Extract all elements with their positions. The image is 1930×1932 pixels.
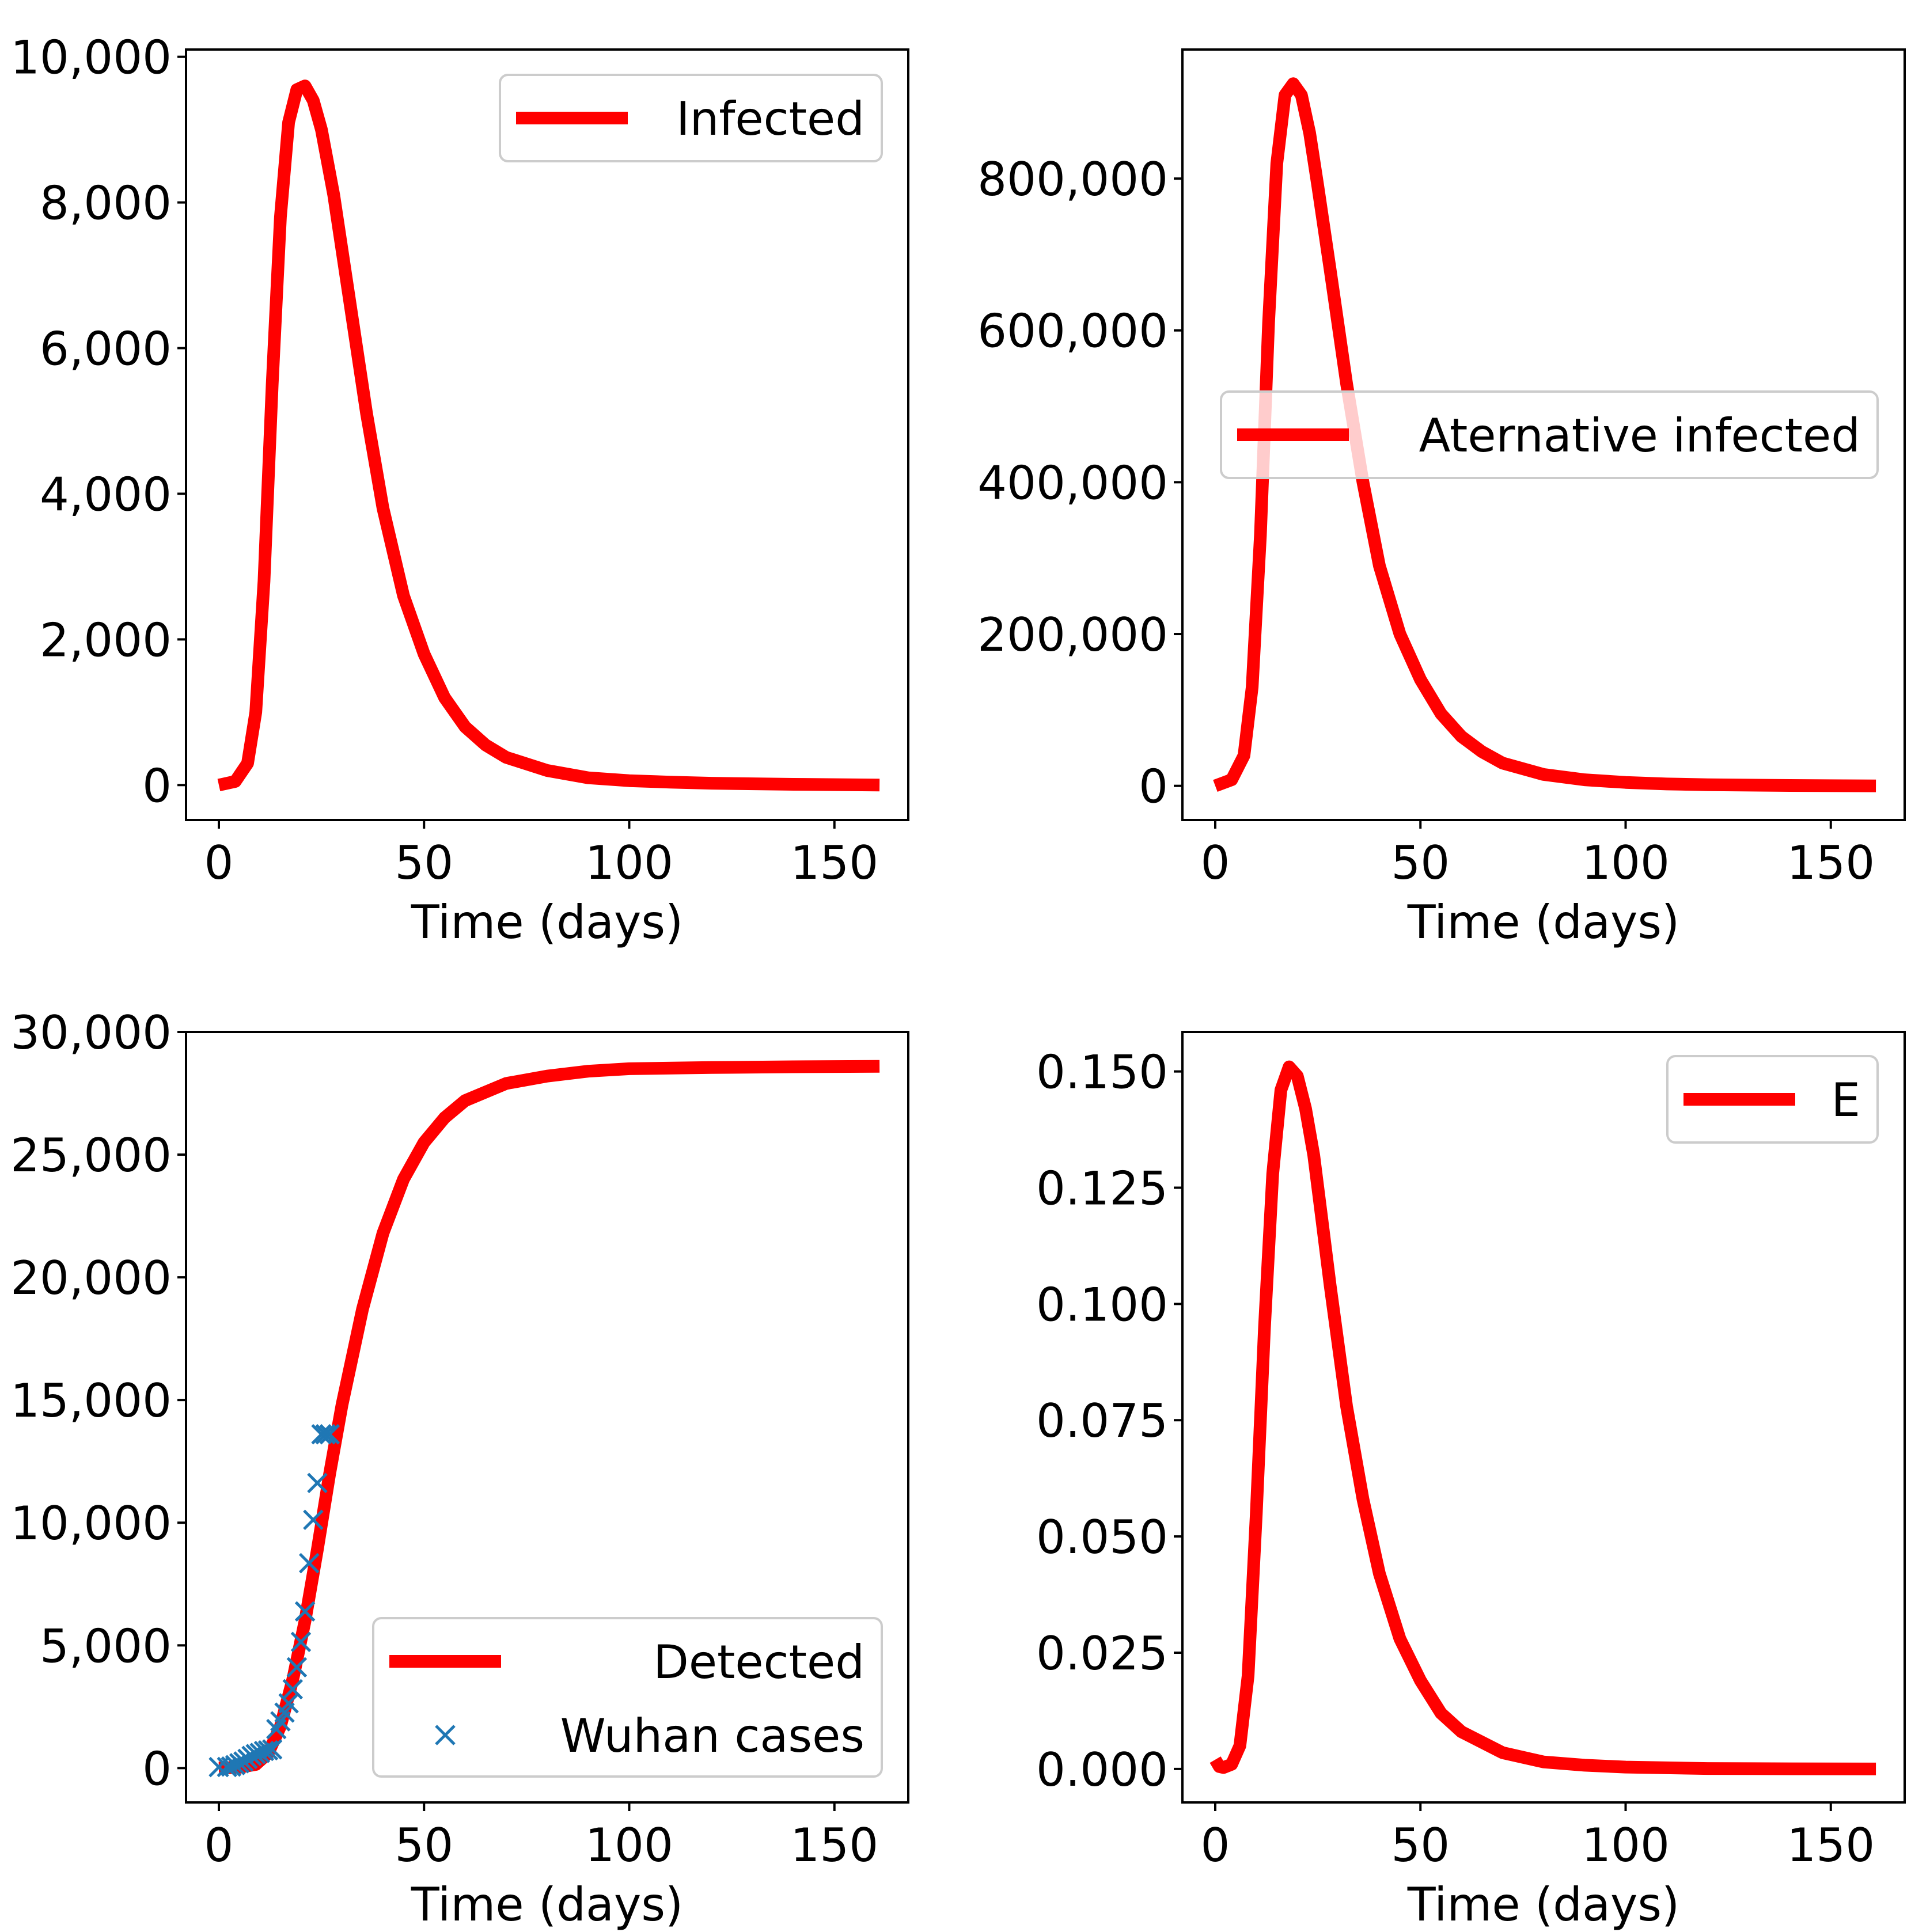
x-tick-label: 150 bbox=[1787, 1819, 1875, 1872]
data-point bbox=[282, 1679, 304, 1700]
x-tick-label: 100 bbox=[585, 836, 673, 890]
y-tick-label: 5,000 bbox=[40, 1619, 172, 1673]
x-tick-label: 0 bbox=[204, 1819, 234, 1872]
y-tick-label: 15,000 bbox=[10, 1374, 172, 1428]
data-point bbox=[298, 1553, 320, 1574]
legend-frame bbox=[499, 74, 883, 162]
data-point bbox=[261, 1739, 283, 1760]
y-tick-label: 0.000 bbox=[1036, 1743, 1168, 1797]
data-point bbox=[294, 1601, 316, 1622]
y-tick-label: 0.075 bbox=[1036, 1394, 1168, 1448]
data-point bbox=[315, 1424, 336, 1445]
x-tick-label: 0 bbox=[1201, 1819, 1230, 1872]
y-tick-label: 0 bbox=[1139, 760, 1168, 814]
x-tick-label: 100 bbox=[1582, 836, 1670, 890]
y-tick-label: 800,000 bbox=[977, 153, 1168, 206]
axes-frame bbox=[185, 48, 909, 821]
y-tick-label: 30,000 bbox=[10, 1006, 172, 1060]
subplot-1: 0 50 100 150 0 2,000 4,000 6,000 8,000 10,000 Time… bbox=[10, 31, 909, 949]
x-tick-label: 100 bbox=[585, 1819, 673, 1872]
y-tick-label: 10,000 bbox=[10, 1497, 172, 1550]
series-markers-2 bbox=[208, 1424, 340, 1778]
x-tick-label: 150 bbox=[790, 1819, 878, 1872]
y-tick-label: 0.050 bbox=[1036, 1510, 1168, 1564]
legend-label: Infected bbox=[676, 92, 864, 146]
legend-marker bbox=[435, 1725, 456, 1745]
x-axis-label: Time (days) bbox=[411, 895, 683, 949]
y-tick-label: 6,000 bbox=[40, 322, 172, 376]
x-tick-label: 150 bbox=[1787, 836, 1875, 890]
data-point bbox=[278, 1693, 299, 1714]
y-tick-label: 0 bbox=[142, 759, 172, 813]
y-tick-label: 4,000 bbox=[40, 468, 172, 521]
y-tick-label: 400,000 bbox=[977, 456, 1168, 510]
data-point bbox=[311, 1424, 332, 1445]
x-axis-label: Time (days) bbox=[1407, 895, 1679, 949]
legend-label: E bbox=[1831, 1073, 1860, 1127]
y-tick-label: 200,000 bbox=[977, 608, 1168, 662]
x-tick-label: 0 bbox=[1201, 836, 1230, 890]
axes-frame bbox=[185, 1031, 909, 1804]
x-axis-label: Time (days) bbox=[411, 1878, 683, 1931]
x-tick-label: 50 bbox=[1391, 1819, 1450, 1872]
legend: E bbox=[1666, 1055, 1879, 1144]
x-tick-label: 150 bbox=[790, 836, 878, 890]
data-point bbox=[257, 1740, 279, 1761]
x-tick-label: 100 bbox=[1582, 1819, 1670, 1872]
series-line-1 bbox=[1209, 1060, 1876, 1775]
axes-frame bbox=[1181, 48, 1906, 821]
y-tick-label: 600,000 bbox=[977, 305, 1168, 358]
data-point bbox=[319, 1424, 340, 1445]
series-line-1 bbox=[218, 1060, 880, 1775]
axes-frame bbox=[1181, 1031, 1906, 1804]
legend-label: Wuhan cases bbox=[560, 1709, 864, 1763]
y-tick-label: 10,000 bbox=[10, 31, 172, 85]
data-point bbox=[307, 1472, 328, 1494]
y-tick-label: 0 bbox=[142, 1742, 172, 1796]
x-tick-label: 0 bbox=[204, 836, 234, 890]
subplot-3: 0 50 100 150 0 5,000 10,000 15,000 20,000 25,000 3… bbox=[10, 1006, 909, 1931]
y-tick-label: 8,000 bbox=[40, 177, 172, 230]
y-tick-label: 0.125 bbox=[1036, 1162, 1168, 1216]
subplot-4: 0 50 100 150 0.000 0.025 0.050 0.075 0.100 0.125 0… bbox=[1036, 1031, 1906, 1931]
y-tick-label: 0.025 bbox=[1036, 1627, 1168, 1680]
legend-frame bbox=[1220, 390, 1879, 479]
x-tick-label: 50 bbox=[1391, 836, 1450, 890]
y-tick-label: 0.100 bbox=[1036, 1278, 1168, 1331]
data-point bbox=[286, 1657, 308, 1678]
data-point bbox=[290, 1631, 312, 1653]
x-tick-label: 50 bbox=[395, 1819, 453, 1872]
legend-label: Detected bbox=[653, 1635, 864, 1689]
x-tick-label: 50 bbox=[395, 836, 453, 890]
legend-label: Aternative infected bbox=[1419, 409, 1860, 462]
data-point bbox=[217, 1756, 238, 1778]
y-tick-label: 2,000 bbox=[40, 613, 172, 667]
y-tick-label: 0.150 bbox=[1036, 1046, 1168, 1099]
subplot-2: 0 50 100 150 0 200,000 400,000 600,000 800,000 Ti… bbox=[977, 48, 1906, 949]
legend: Aternative infected bbox=[1220, 390, 1879, 479]
data-point bbox=[303, 1509, 324, 1531]
y-tick-label: 20,000 bbox=[10, 1251, 172, 1305]
legend: Infected bbox=[499, 74, 883, 162]
data-point bbox=[253, 1740, 275, 1762]
legend: Detected Wuhan cases bbox=[372, 1617, 883, 1778]
series-line-1 bbox=[217, 79, 880, 792]
x-axis-label: Time (days) bbox=[1407, 1878, 1679, 1931]
y-tick-label: 25,000 bbox=[10, 1129, 172, 1182]
